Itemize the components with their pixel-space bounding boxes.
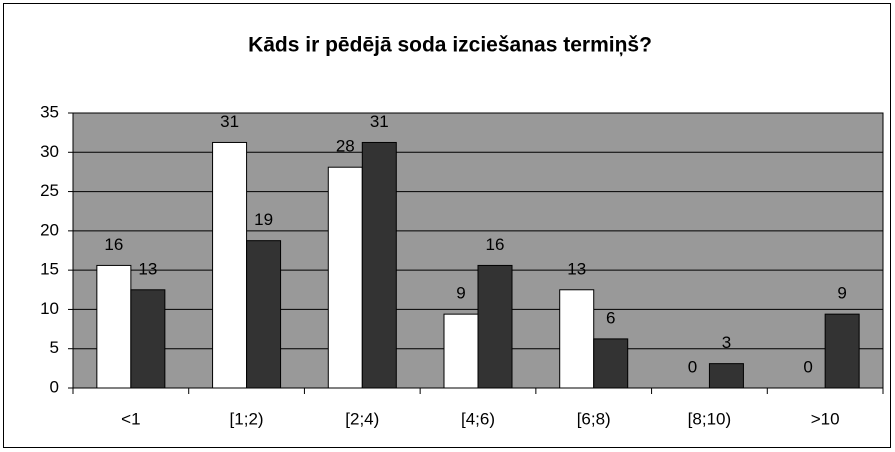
data-label: 13 [138, 259, 157, 278]
x-tick-label: <1 [121, 409, 140, 428]
bar [443, 313, 479, 389]
y-tick-label: 0 [50, 377, 59, 396]
y-tick-label: 20 [40, 220, 59, 239]
x-tick-label: [1;2) [230, 409, 264, 428]
x-tick-label: [6;8) [577, 409, 611, 428]
x-tick-label: >10 [811, 409, 840, 428]
bar [824, 313, 860, 389]
data-label: 0 [803, 357, 812, 376]
data-label: 31 [370, 112, 389, 131]
data-label: 16 [104, 235, 123, 254]
data-label: 9 [837, 284, 846, 303]
chart-title: Kāds ir pēdējā soda izciešanas termiņš? [248, 34, 652, 57]
data-label: 13 [567, 259, 586, 278]
bar [477, 264, 513, 389]
data-label: 19 [254, 210, 273, 229]
y-tick-label: 15 [40, 260, 59, 279]
bar [708, 363, 744, 389]
data-label: 6 [606, 308, 615, 327]
data-label: 9 [456, 284, 465, 303]
bar [361, 141, 397, 389]
data-label: 16 [486, 235, 505, 254]
bar [212, 141, 248, 389]
data-label: 28 [336, 137, 355, 156]
bar [96, 264, 132, 389]
bar [559, 289, 595, 389]
data-label: 0 [688, 357, 697, 376]
bar [246, 240, 282, 389]
y-tick-label: 35 [40, 102, 59, 121]
x-tick-label: [8;10) [688, 409, 731, 428]
data-label: 31 [220, 112, 239, 131]
data-label: 3 [722, 333, 731, 352]
x-tick-label: [2;4) [345, 409, 379, 428]
bar [327, 166, 363, 389]
y-tick-label: 5 [50, 338, 59, 357]
bar [130, 289, 166, 389]
bar [593, 338, 629, 389]
y-tick-label: 30 [40, 142, 59, 161]
y-tick-label: 25 [40, 181, 59, 200]
y-tick-label: 10 [40, 299, 59, 318]
x-tick-label: [4;6) [461, 409, 495, 428]
